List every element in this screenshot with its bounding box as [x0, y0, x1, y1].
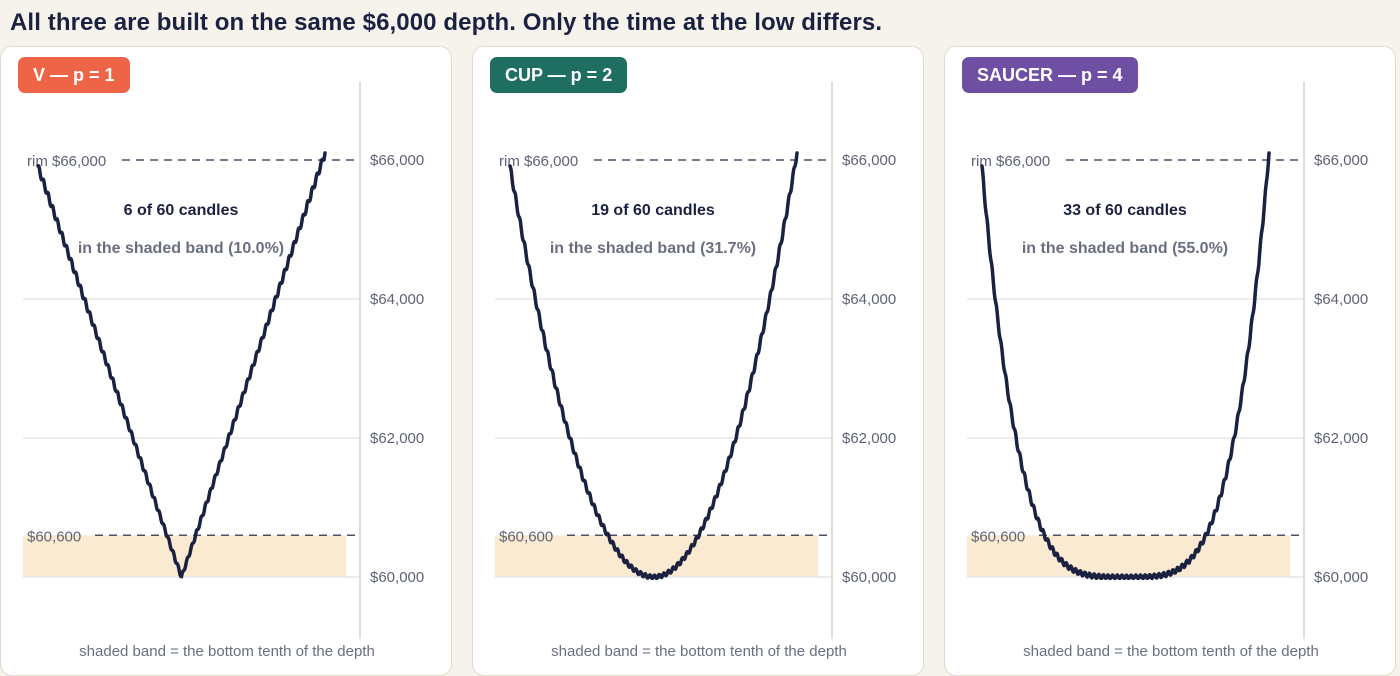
price-path-cup: [508, 151, 799, 581]
chart-v: $60,000 $62,000 $64,000 $66,000 rim $66,000 $…: [23, 82, 424, 660]
y-tick-label: $64,000: [370, 291, 424, 308]
y-tick-label: $66,000: [1314, 152, 1368, 169]
pattern-badge-saucer: SAUCER — p = 4: [962, 57, 1138, 93]
band-share-label: in the shaded band (55.0%): [1022, 240, 1228, 257]
y-tick-label: $64,000: [842, 291, 896, 308]
band-caption: shaded band = the bottom tenth of the de…: [551, 643, 847, 660]
price-path-saucer: [980, 151, 1271, 581]
y-tick-label: $66,000: [842, 152, 896, 169]
band-top-label: $60,600: [499, 528, 553, 545]
y-tick-label: $62,000: [1314, 430, 1368, 447]
rim-label: rim $66,000: [499, 153, 578, 170]
chart-panel-saucer: SAUCER — p = 4 $60,000 $62,000 $64,000 $66,…: [944, 46, 1396, 676]
band-count-label: 6 of 60 candles: [124, 202, 239, 219]
pattern-badge-v: V — p = 1: [18, 57, 130, 93]
y-tick-label: $62,000: [842, 430, 896, 447]
shaded-band: [495, 535, 818, 577]
price-path-v: [36, 151, 327, 579]
shaded-band: [967, 535, 1290, 577]
y-tick-label: $60,000: [370, 569, 424, 586]
band-count-label: 33 of 60 candles: [1063, 202, 1187, 219]
headline: All three are built on the same $6,000 d…: [10, 9, 883, 36]
rim-label: rim $66,000: [27, 153, 106, 170]
chart-panel-v: V — p = 1 $60,000 $62,000 $64,000 $66,000 ri…: [0, 46, 452, 676]
band-top-label: $60,600: [27, 528, 81, 545]
band-count-label: 19 of 60 candles: [591, 202, 715, 219]
rim-label: rim $66,000: [971, 153, 1050, 170]
chart-panel-cup: CUP — p = 2 $60,000 $62,000 $64,000 $66,000…: [472, 46, 924, 676]
y-tick-label: $60,000: [842, 569, 896, 586]
y-tick-label: $62,000: [370, 430, 424, 447]
band-caption: shaded band = the bottom tenth of the de…: [79, 643, 375, 660]
band-caption: shaded band = the bottom tenth of the de…: [1023, 643, 1319, 660]
band-share-label: in the shaded band (10.0%): [78, 240, 284, 257]
chart-cup: $60,000 $62,000 $64,000 $66,000 rim $66,000 $…: [495, 82, 896, 660]
band-share-label: in the shaded band (31.7%): [550, 240, 756, 257]
y-tick-label: $64,000: [1314, 291, 1368, 308]
pattern-badge-cup: CUP — p = 2: [490, 57, 628, 93]
band-top-label: $60,600: [971, 528, 1025, 545]
y-tick-label: $66,000: [370, 152, 424, 169]
chart-saucer: $60,000 $62,000 $64,000 $66,000 rim $66,000 $…: [967, 82, 1368, 660]
y-tick-label: $60,000: [1314, 569, 1368, 586]
